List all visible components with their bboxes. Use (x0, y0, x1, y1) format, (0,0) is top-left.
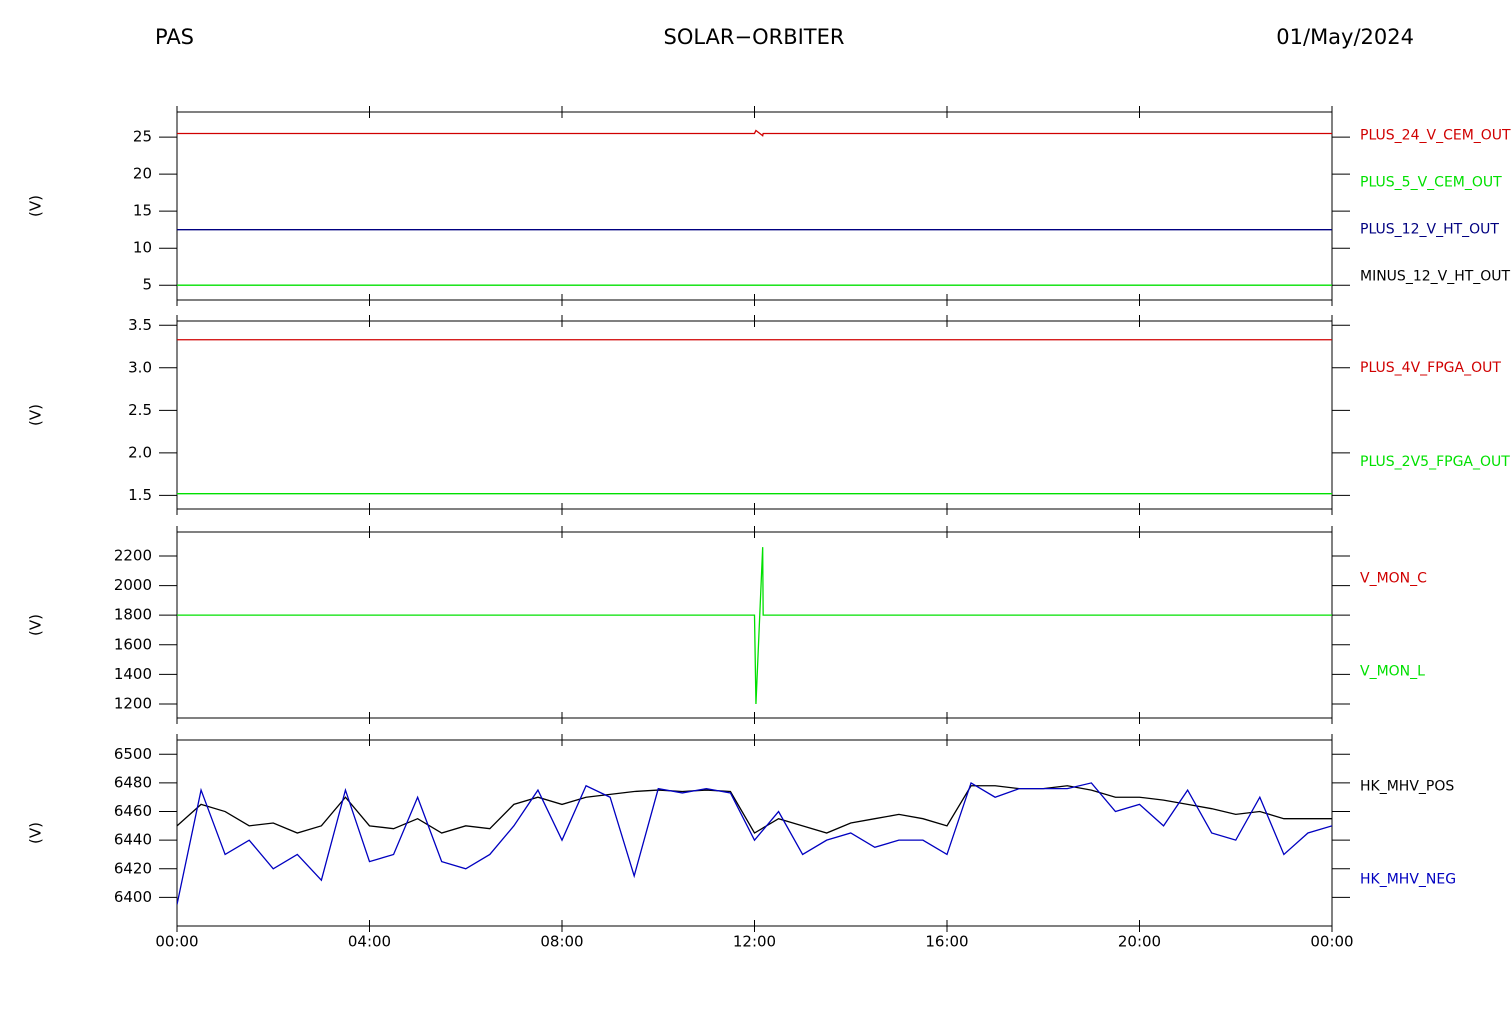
y-tick-label: 6440 (114, 831, 152, 849)
y-tick-label: 2.0 (128, 443, 152, 461)
y-tick-label: 3.0 (128, 358, 152, 376)
y-tick-label: 25 (133, 128, 152, 146)
y-tick-label: 1600 (114, 635, 152, 653)
series-line (177, 781, 1332, 905)
y-tick-label: 20 (133, 165, 152, 183)
y-axis-label: (V) (27, 822, 45, 844)
legend-label: MINUS_12_V_HT_OUT (1360, 269, 1511, 285)
series-line (177, 547, 1332, 704)
y-tick-label: 2.5 (128, 401, 152, 419)
y-tick-label: 1200 (114, 694, 152, 712)
header-left: PAS (155, 25, 194, 49)
x-tick-label: 20:00 (1118, 933, 1161, 951)
y-tick-label: 15 (133, 202, 152, 220)
y-tick-label: 6480 (114, 773, 152, 791)
legend-label: HK_MHV_NEG (1360, 872, 1456, 888)
legend-label: PLUS_12_V_HT_OUT (1360, 222, 1499, 238)
y-axis-label: (V) (27, 614, 45, 636)
y-axis-label: (V) (27, 404, 45, 426)
x-tick-label: 00:00 (1310, 933, 1353, 951)
x-tick-label: 08:00 (540, 933, 583, 951)
y-tick-label: 6420 (114, 859, 152, 877)
x-tick-label: 04:00 (348, 933, 391, 951)
legend-label: HK_MHV_POS (1360, 779, 1454, 795)
x-tick-label: 00:00 (155, 933, 198, 951)
y-tick-label: 2000 (114, 576, 152, 594)
y-tick-label: 5 (142, 276, 152, 294)
y-tick-label: 3.5 (128, 316, 152, 334)
y-tick-label: 1.5 (128, 486, 152, 504)
series-line (177, 785, 1332, 834)
y-tick-label: 6400 (114, 888, 152, 906)
y-tick-label: 6500 (114, 745, 152, 763)
y-tick-label: 2200 (114, 546, 152, 564)
y-tick-label: 1800 (114, 606, 152, 624)
legend-label: PLUS_4V_FPGA_OUT (1360, 360, 1501, 376)
legend-label: V_MON_C (1360, 571, 1427, 587)
plot-frame (176, 111, 1333, 301)
plot-frame (176, 320, 1333, 510)
legend-label: PLUS_2V5_FPGA_OUT (1360, 454, 1510, 470)
y-tick-label: 10 (133, 239, 152, 257)
x-tick-label: 12:00 (733, 933, 776, 951)
legend-label: PLUS_5_V_CEM_OUT (1360, 175, 1502, 191)
y-tick-label: 6460 (114, 802, 152, 820)
legend-label: PLUS_24_V_CEM_OUT (1360, 128, 1511, 144)
legend-label: V_MON_L (1360, 664, 1425, 680)
header-date: 01/May/2024 (1276, 25, 1414, 49)
header-title: SOLAR−ORBITER (663, 25, 844, 49)
y-tick-label: 1400 (114, 665, 152, 683)
series-line (177, 129, 1332, 137)
x-tick-label: 16:00 (925, 933, 968, 951)
y-axis-label: (V) (27, 195, 45, 217)
